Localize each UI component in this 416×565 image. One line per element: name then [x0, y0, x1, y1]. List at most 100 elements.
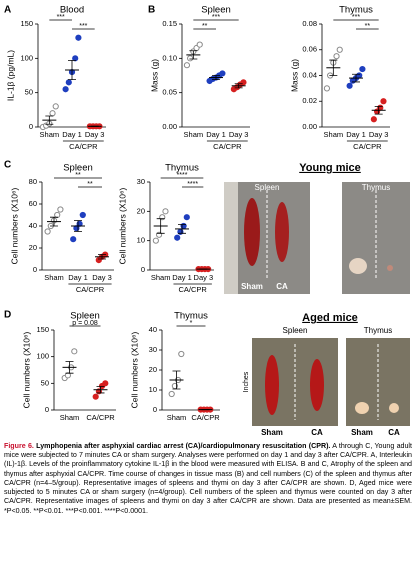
significance-label: ***: [79, 23, 87, 30]
significance-label: ***: [352, 14, 360, 21]
photo-young-spleen: [224, 182, 310, 294]
data-point: [346, 82, 353, 89]
photo-label: Sham: [351, 428, 373, 437]
y-tick-label: 0.00: [162, 122, 177, 131]
photo-label: CA: [388, 428, 400, 437]
photo-label: Sham: [261, 428, 283, 437]
x-tick-label: Day 1: [172, 273, 192, 282]
y-tick-label: 40: [149, 325, 157, 334]
error-bar: [68, 59, 76, 81]
y-axis-label: Cell numbers (X10⁶): [21, 331, 31, 408]
photo-label: Sham: [241, 282, 263, 291]
x-tick-label: Sham: [60, 413, 80, 422]
data-point: [183, 214, 190, 221]
data-point: [219, 70, 226, 77]
y-tick-label: 50: [41, 378, 49, 387]
y-tick-label: 0: [141, 265, 145, 274]
error-bar: [98, 254, 106, 260]
y-tick-label: 80: [29, 177, 37, 186]
significance-label: **: [87, 181, 93, 188]
chart-title: Thymus: [165, 163, 199, 174]
data-point: [187, 55, 194, 62]
chart-title: Spleen: [63, 163, 93, 174]
caption-body: A through C, Young adult mice were subje…: [4, 442, 412, 515]
significance-label: ***: [57, 14, 65, 21]
error-bar: [234, 83, 243, 89]
y-tick-label: 150: [20, 19, 33, 28]
y-tick-label: 30: [149, 345, 157, 354]
panel-label: A: [4, 5, 11, 16]
data-point: [57, 206, 64, 213]
photo-aged-spleen: [252, 338, 338, 426]
y-tick-label: 20: [149, 365, 157, 374]
data-point: [370, 116, 377, 123]
chart-title: Blood: [60, 5, 84, 16]
data-point: [49, 110, 56, 117]
data-point: [178, 350, 185, 358]
y-axis-label: Cell numbers (X10⁶): [129, 331, 139, 408]
photo-title: Aged mice: [302, 312, 358, 324]
significance-label: *: [190, 320, 193, 327]
data-point: [196, 41, 203, 48]
y-tick-label: 50: [25, 88, 33, 97]
y-tick-label: 20: [29, 243, 37, 252]
chart-title: Thymus: [174, 311, 208, 322]
significance-label: ****: [177, 172, 188, 179]
group-label: CA/CPR: [76, 285, 105, 294]
photo-label: CA: [276, 282, 288, 291]
y-tick-label: 0: [45, 405, 49, 414]
x-tick-label: Day 3: [369, 130, 389, 139]
group-label: CA/CPR: [69, 142, 98, 151]
error-bar: [96, 386, 105, 394]
data-point: [162, 208, 169, 215]
figure-label: Figure 6.: [4, 442, 34, 450]
error-bar: [212, 75, 220, 81]
figure: Young mice Spleen Thymus Sham CA Aged mi…: [4, 5, 410, 437]
error-bar: [374, 106, 383, 115]
x-tick-label: Sham: [324, 130, 344, 139]
y-tick-label: 10: [137, 236, 145, 245]
y-axis-label: Mass (g): [149, 59, 159, 92]
error-bar: [189, 50, 198, 60]
y-axis-label: IL-1β (pg/mL): [5, 50, 15, 101]
data-point: [102, 380, 109, 387]
y-axis-label: Cell numbers (X10⁶): [117, 187, 127, 264]
y-tick-label: 20: [137, 206, 145, 215]
data-point: [359, 65, 366, 73]
photo-label: Thymus: [364, 326, 392, 335]
photo-label: Inches: [243, 371, 250, 392]
x-tick-label: CA/CPR: [191, 413, 220, 422]
data-point: [356, 72, 363, 79]
photo-aged-thymus: [346, 338, 410, 426]
y-tick-label: 0.08: [302, 19, 317, 28]
data-point: [44, 228, 51, 235]
photo-label: Thymus: [362, 183, 390, 192]
x-tick-label: Sham: [184, 130, 204, 139]
error-bar: [178, 224, 186, 234]
y-tick-label: 10: [149, 385, 157, 394]
data-point: [92, 393, 99, 400]
error-bar: [156, 218, 165, 234]
data-point: [70, 236, 77, 243]
data-point: [333, 53, 340, 60]
panel-label: C: [4, 160, 11, 171]
data-point: [174, 234, 181, 241]
y-tick-label: 0.00: [302, 122, 317, 131]
photo-title: Young mice: [299, 162, 361, 174]
y-tick-label: 0.15: [162, 19, 177, 28]
y-tick-label: 40: [29, 221, 37, 230]
data-point: [62, 86, 69, 93]
data-point: [52, 103, 59, 110]
chart-title: Spleen: [201, 5, 231, 16]
y-tick-label: 0: [153, 405, 157, 414]
x-tick-label: Day 1: [206, 130, 226, 139]
group-label: CA/CPR: [353, 142, 382, 151]
significance-label: **: [365, 23, 371, 30]
photo-young-thymus: [342, 182, 410, 294]
photo-label: CA: [311, 428, 323, 437]
y-tick-label: 0.05: [162, 88, 177, 97]
x-tick-label: Day 1: [62, 130, 82, 139]
data-point: [79, 211, 86, 219]
y-tick-label: 100: [20, 53, 33, 62]
